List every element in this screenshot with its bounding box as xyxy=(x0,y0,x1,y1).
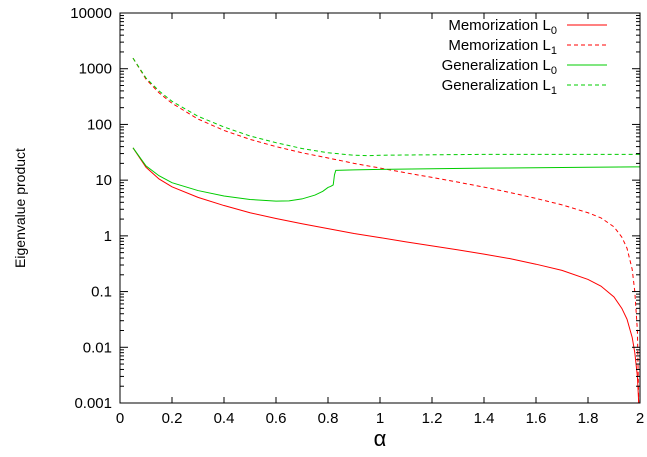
legend-label-subscript: 0 xyxy=(551,25,557,37)
series-line-3 xyxy=(132,57,640,157)
x-tick-label: 1.6 xyxy=(526,410,547,427)
y-tick-label: 10000 xyxy=(70,5,112,22)
series-line-0 xyxy=(132,147,640,403)
x-tick-label: 1.2 xyxy=(422,410,443,427)
legend-label-main: Memorization L xyxy=(448,37,551,54)
plot-lines xyxy=(132,57,640,403)
y-tick-label: 10 xyxy=(95,172,112,189)
legend-label: Generalization L1 xyxy=(442,77,557,97)
legend-label-subscript: 1 xyxy=(551,45,557,57)
y-axis-title: Eigenvalue product xyxy=(12,148,28,268)
legend-label-main: Memorization L xyxy=(448,17,551,34)
x-tick-label: 1.8 xyxy=(578,410,599,427)
y-tick-label: 0.01 xyxy=(83,339,112,356)
x-tick-label: 2 xyxy=(636,410,644,427)
x-tick-label: 1.4 xyxy=(474,410,495,427)
y-tick-label: 0.1 xyxy=(91,284,112,301)
y-tick-label: 1 xyxy=(104,228,112,245)
y-tick-label: 1000 xyxy=(79,61,112,78)
series-line-1 xyxy=(132,57,640,403)
x-tick-label: 1 xyxy=(376,410,384,427)
legend-label: Memorization L1 xyxy=(448,37,557,57)
y-tick-label: 0.001 xyxy=(74,395,112,412)
y-tick-label: 100 xyxy=(87,116,112,133)
legend-label-main: Generalization L xyxy=(442,77,551,94)
x-axis-title: α xyxy=(374,426,387,451)
plot-frame xyxy=(119,12,641,404)
x-tick-label: 0.8 xyxy=(318,410,339,427)
x-axis: 0 0.2 0.4 0.6 0.8 1 1.2 1.4 1.6 1.8 2 xyxy=(116,13,644,427)
legend-label: Memorization L0 xyxy=(448,17,557,37)
legend-label-subscript: 1 xyxy=(551,85,557,97)
series-line-2 xyxy=(132,147,640,202)
legend-label: Generalization L0 xyxy=(442,57,557,77)
x-tick-label: 0.2 xyxy=(162,410,183,427)
legend-label-subscript: 0 xyxy=(551,65,557,77)
legend-label-main: Generalization L xyxy=(442,57,551,74)
x-tick-label: 0.4 xyxy=(214,410,235,427)
x-tick-label: 0.6 xyxy=(266,410,287,427)
x-tick-label: 0 xyxy=(116,410,124,427)
